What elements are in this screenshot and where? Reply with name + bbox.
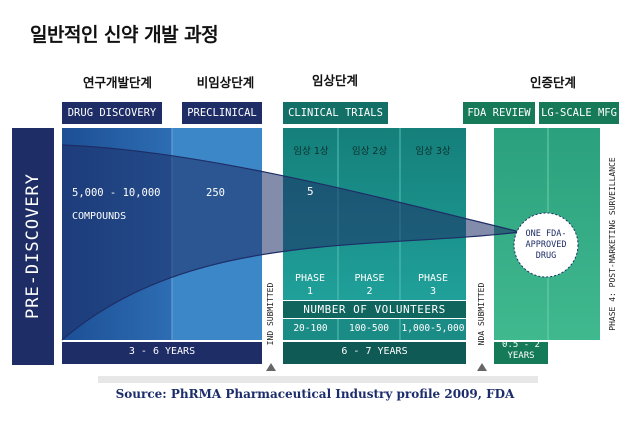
years-clinical: 6 - 7 YEARS	[341, 346, 408, 357]
years-discovery: 3 - 6 YEARS	[128, 346, 196, 357]
discovery-unit: COMPOUNDS	[72, 211, 127, 222]
phase2-label: PHASE 2	[342, 272, 397, 298]
volunteers-phase3: 1,000-5,000	[401, 323, 465, 334]
tag-fda-review: FDA REVIEW	[463, 102, 535, 124]
phase3-word: PHASE	[417, 273, 449, 284]
years-review: 0.5 - 2 YEARS	[494, 340, 548, 362]
approved-line2: APPROVED	[525, 240, 567, 250]
nda-marker-icon	[477, 363, 487, 371]
phase3-number: 3	[429, 286, 437, 297]
phase2-number: 2	[366, 286, 373, 297]
source-caption: Source: PhRMA Pharmaceutical Industry pr…	[115, 387, 515, 401]
clinical-count: 5	[307, 185, 314, 198]
stage-label-research: 연구개발단계	[82, 75, 152, 90]
volunteers-phase1: 20-100	[293, 323, 328, 334]
years-bar-clinical	[283, 342, 466, 364]
phase3-label: PHASE 3	[404, 272, 462, 298]
approved-drug-text: ONE FDA- APPROVED DRUG	[514, 229, 578, 262]
pre-discovery-label: PRE-DISCOVERY	[23, 172, 43, 320]
tag-drug-discovery: DRUG DISCOVERY	[62, 102, 162, 124]
nda-submitted-label: NDA SUBMITTED	[477, 282, 486, 346]
phase1-number: 1	[306, 286, 314, 297]
pre-discovery-bar	[12, 128, 54, 365]
ind-marker-icon	[266, 363, 276, 371]
years-bar-discovery	[62, 342, 262, 364]
funnel-wedge	[62, 145, 520, 340]
approved-drug-circle	[513, 212, 579, 278]
tag-preclinical: PRECLINICAL	[182, 102, 262, 124]
page-title: 일반적인 신약 개발 과정	[30, 24, 219, 46]
stage-label-nonclinical: 비임상단계	[196, 75, 255, 90]
volunteers-label: NUMBER OF VOLUNTEERS	[303, 303, 446, 316]
phase4-label: PHASE 4: POST-MARKETING SURVEILLANCE	[608, 157, 617, 331]
years-review-range: 0.5 - 2	[502, 340, 540, 350]
preclinical-count: 250	[206, 187, 225, 199]
years-bar-review	[494, 342, 548, 364]
phase2-kr-label: 임상 2상	[351, 146, 388, 157]
tag-lg-scale-mfg: LG-SCALE MFG	[539, 102, 619, 124]
tag-clinical-trials: CLINICAL TRIALS	[283, 102, 388, 124]
stage-label-clinical: 임상단계	[311, 73, 358, 88]
volunteers-header	[283, 301, 466, 318]
volunteers-phase2: 100-500	[348, 323, 390, 334]
discovery-count: 5,000 - 10,000	[72, 187, 161, 199]
phase1-label: PHASE 1	[285, 272, 335, 298]
years-review-unit: YEARS	[507, 351, 535, 361]
phase3-kr-label: 임상 3상	[415, 146, 451, 157]
volunteers-row	[283, 319, 466, 340]
approved-line1: ONE FDA-	[525, 229, 567, 239]
phase1-kr-label: 임상 1상	[293, 146, 329, 157]
phase2-word: PHASE	[354, 273, 385, 284]
phase1-word: PHASE	[294, 273, 326, 284]
approved-line3: DRUG	[535, 251, 557, 261]
ind-submitted-label: IND SUBMITTED	[266, 282, 275, 346]
stage-label-approval: 인증단계	[529, 75, 576, 90]
